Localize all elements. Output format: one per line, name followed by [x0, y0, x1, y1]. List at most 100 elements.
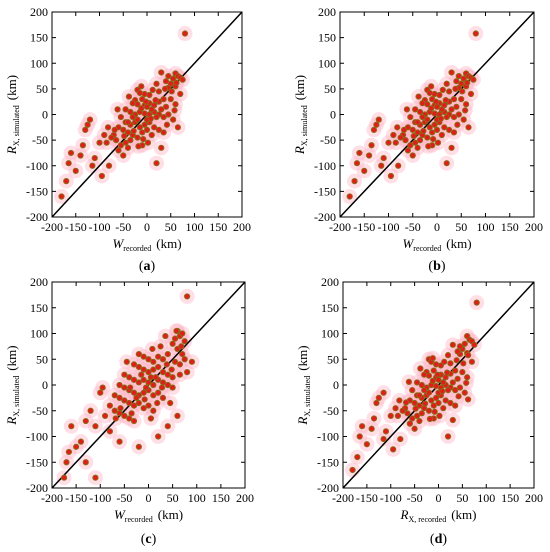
x-tick-label: -200: [332, 491, 354, 505]
data-point: [455, 111, 462, 118]
data-point: [418, 410, 425, 417]
data-point: [443, 160, 450, 167]
x-axis-label-unit: (km): [446, 236, 471, 251]
data-point: [130, 417, 138, 425]
data-point: [160, 113, 167, 121]
data-point: [455, 72, 462, 80]
data-points: [58, 30, 189, 200]
data-point: [117, 405, 124, 412]
x-axis-label: Wrecorded (km): [112, 236, 181, 253]
data-point: [449, 379, 456, 386]
data-point: [143, 103, 151, 110]
data-point: [129, 113, 136, 121]
panel-caption: (d): [430, 532, 447, 547]
data-point: [158, 144, 165, 151]
data-point: [359, 423, 366, 430]
data-point: [176, 371, 183, 378]
data-point: [409, 387, 416, 394]
data-point: [158, 106, 165, 113]
data-point: [138, 105, 145, 112]
data-point: [121, 371, 128, 378]
data-point: [171, 335, 179, 342]
data-point: [443, 369, 451, 376]
data-point: [460, 75, 467, 82]
data-point: [178, 343, 185, 350]
data-point: [402, 137, 409, 144]
x-tick-label: 200: [525, 220, 543, 234]
y-axis-label-symbol: R: [4, 417, 19, 426]
data-point: [416, 417, 423, 425]
data-point: [121, 397, 128, 404]
data-point: [460, 360, 467, 367]
data-point: [452, 367, 459, 374]
data-point: [155, 363, 162, 371]
data-point: [140, 389, 147, 396]
x-tick-label: -100: [89, 220, 111, 234]
data-point: [413, 379, 421, 386]
data-point: [170, 75, 177, 82]
data-point: [134, 116, 141, 123]
data-point: [399, 407, 406, 414]
data-point: [438, 106, 445, 113]
data-point: [140, 353, 147, 360]
x-tick-label: 50: [455, 220, 467, 234]
data-point: [121, 412, 128, 419]
data-point: [416, 137, 424, 144]
data-point: [97, 389, 104, 396]
data-point: [437, 115, 444, 122]
data-points: [60, 293, 196, 481]
data-point: [163, 121, 171, 128]
data-point: [397, 134, 404, 141]
data-point: [140, 366, 147, 373]
data-point: [449, 341, 456, 348]
data-point: [432, 98, 440, 105]
data-point: [453, 103, 460, 110]
data-point: [158, 69, 165, 76]
y-tick-label: 100: [30, 56, 48, 70]
data-point: [431, 408, 438, 415]
y-tick-label: 0: [333, 378, 339, 392]
data-point: [472, 30, 479, 37]
data-point: [60, 474, 68, 481]
data-point: [139, 129, 146, 136]
y-axis-label-unit: (km): [4, 75, 19, 100]
data-point: [145, 402, 152, 409]
scatter-panel-a: -200 -150 -100 -50 0 50 100 150 200-200-150-100-…: [4, 5, 251, 274]
y-axis-label-symbol: R: [295, 417, 310, 426]
data-point: [431, 121, 438, 128]
panel-caption: (c): [141, 532, 157, 547]
data-point: [471, 341, 478, 348]
x-tick-label: 200: [525, 491, 543, 505]
data-point: [428, 83, 435, 90]
data-point: [154, 399, 161, 407]
data-point: [158, 384, 166, 391]
data-point: [349, 466, 356, 474]
data-point: [473, 299, 480, 306]
data-point: [429, 355, 436, 362]
data-point: [145, 356, 152, 363]
data-point: [433, 126, 441, 133]
caption-open: (: [428, 259, 433, 274]
data-point: [63, 178, 70, 185]
data-point: [181, 338, 188, 345]
x-tick-label: 0: [146, 491, 152, 505]
data-point: [424, 101, 431, 108]
data-point: [440, 405, 447, 412]
data-point: [453, 357, 460, 364]
data-point: [121, 132, 128, 140]
data-point: [400, 126, 408, 133]
data-point: [442, 97, 449, 104]
data-point: [167, 399, 174, 407]
data-point: [116, 381, 123, 389]
x-tick-label: -200: [41, 220, 63, 234]
data-point: [84, 121, 91, 128]
scatter-panel-c: -200 -150 -100 -50 0 50 100 150 200-200-150-100-…: [4, 275, 254, 547]
data-point: [82, 126, 89, 133]
x-tick-label: 200: [236, 491, 254, 505]
caption-letter: a: [144, 259, 151, 274]
x-axis-label: Wrecorded (km): [114, 507, 183, 524]
x-tick-label: -200: [329, 220, 351, 234]
data-point: [426, 89, 433, 97]
y-tick-label: 0: [42, 378, 48, 392]
